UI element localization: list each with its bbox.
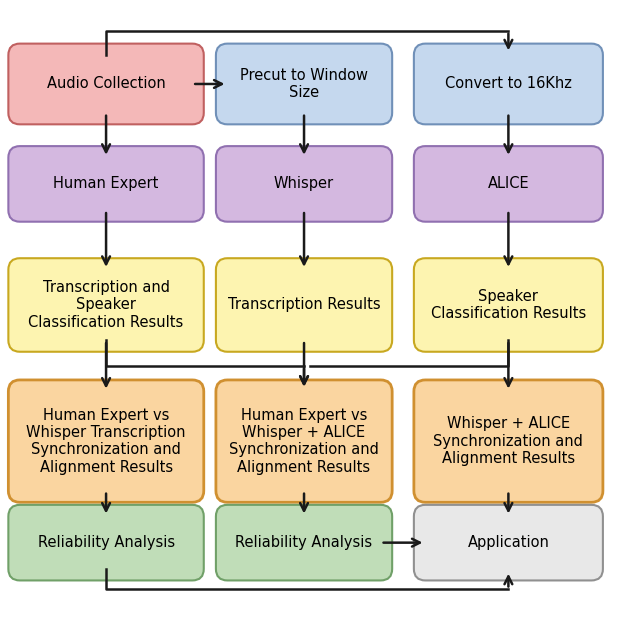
Text: Whisper + ALICE
Synchronization and
Alignment Results: Whisper + ALICE Synchronization and Alig… [433, 416, 583, 466]
FancyBboxPatch shape [216, 505, 392, 580]
FancyBboxPatch shape [414, 44, 603, 125]
FancyBboxPatch shape [216, 258, 392, 352]
Text: ALICE: ALICE [488, 177, 529, 191]
FancyBboxPatch shape [414, 380, 603, 502]
FancyBboxPatch shape [216, 146, 392, 221]
Text: Whisper: Whisper [274, 177, 334, 191]
Text: Human Expert vs
Whisper Transcription
Synchronization and
Alignment Results: Human Expert vs Whisper Transcription Sy… [26, 408, 186, 474]
Text: Convert to 16Khz: Convert to 16Khz [445, 76, 572, 91]
FancyBboxPatch shape [8, 44, 204, 125]
Text: Application: Application [467, 535, 549, 550]
Text: Human Expert: Human Expert [53, 177, 159, 191]
Text: Transcription Results: Transcription Results [228, 297, 380, 313]
Text: Reliability Analysis: Reliability Analysis [38, 535, 175, 550]
Text: Speaker
Classification Results: Speaker Classification Results [431, 289, 586, 321]
FancyBboxPatch shape [8, 258, 204, 352]
FancyBboxPatch shape [414, 146, 603, 221]
Text: Audio Collection: Audio Collection [47, 76, 166, 91]
FancyBboxPatch shape [8, 380, 204, 502]
FancyBboxPatch shape [216, 380, 392, 502]
FancyBboxPatch shape [8, 146, 204, 221]
FancyBboxPatch shape [414, 258, 603, 352]
Text: Reliability Analysis: Reliability Analysis [236, 535, 372, 550]
Text: Human Expert vs
Whisper + ALICE
Synchronization and
Alignment Results: Human Expert vs Whisper + ALICE Synchron… [229, 408, 379, 474]
FancyBboxPatch shape [216, 44, 392, 125]
FancyBboxPatch shape [414, 505, 603, 580]
Text: Transcription and
Speaker
Classification Results: Transcription and Speaker Classification… [28, 280, 184, 330]
Text: Precut to Window
Size: Precut to Window Size [240, 68, 368, 100]
FancyBboxPatch shape [8, 505, 204, 580]
